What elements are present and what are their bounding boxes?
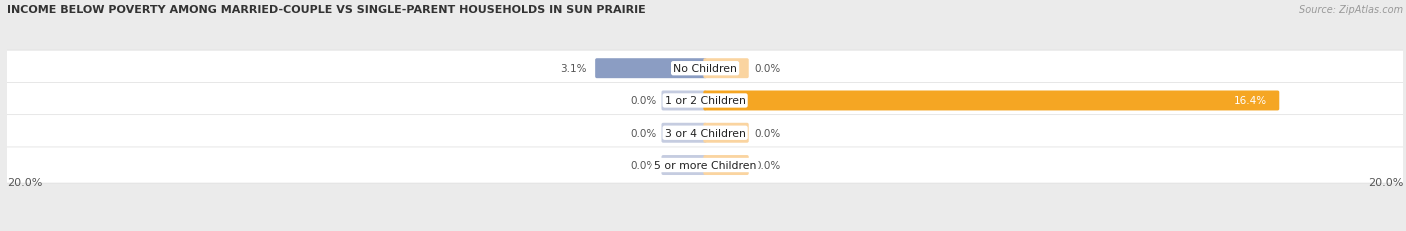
Text: 0.0%: 0.0% [630, 128, 657, 138]
FancyBboxPatch shape [1, 83, 1406, 119]
Text: 0.0%: 0.0% [754, 160, 780, 170]
Text: No Children: No Children [673, 64, 737, 74]
Text: 20.0%: 20.0% [1368, 177, 1403, 187]
Text: 20.0%: 20.0% [7, 177, 42, 187]
Text: 16.4%: 16.4% [1234, 96, 1267, 106]
FancyBboxPatch shape [703, 91, 1279, 111]
FancyBboxPatch shape [703, 123, 749, 143]
Text: 3 or 4 Children: 3 or 4 Children [665, 128, 745, 138]
FancyBboxPatch shape [1, 147, 1406, 183]
FancyBboxPatch shape [703, 59, 749, 79]
FancyBboxPatch shape [661, 155, 707, 175]
FancyBboxPatch shape [1, 51, 1406, 87]
FancyBboxPatch shape [703, 155, 749, 175]
Text: 1 or 2 Children: 1 or 2 Children [665, 96, 745, 106]
Text: 0.0%: 0.0% [630, 96, 657, 106]
Text: INCOME BELOW POVERTY AMONG MARRIED-COUPLE VS SINGLE-PARENT HOUSEHOLDS IN SUN PRA: INCOME BELOW POVERTY AMONG MARRIED-COUPL… [7, 5, 645, 15]
FancyBboxPatch shape [1, 115, 1406, 151]
FancyBboxPatch shape [595, 59, 707, 79]
Text: 0.0%: 0.0% [754, 128, 780, 138]
Text: 5 or more Children: 5 or more Children [654, 160, 756, 170]
FancyBboxPatch shape [661, 91, 707, 111]
Text: Source: ZipAtlas.com: Source: ZipAtlas.com [1299, 5, 1403, 15]
Text: 3.1%: 3.1% [560, 64, 586, 74]
Text: 0.0%: 0.0% [754, 64, 780, 74]
Text: 0.0%: 0.0% [630, 160, 657, 170]
FancyBboxPatch shape [661, 123, 707, 143]
